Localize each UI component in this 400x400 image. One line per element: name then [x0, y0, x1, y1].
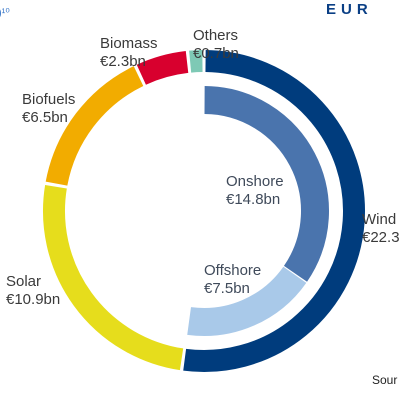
label-biofuels: Biofuels	[22, 91, 75, 108]
label-others: Others	[193, 27, 238, 44]
brand-wordmark: EUR	[326, 1, 373, 18]
outer-ring	[43, 50, 365, 372]
slice-biofuels	[45, 66, 144, 186]
inner-ring	[187, 86, 329, 336]
slice-labels: Wind€22.3 Solar€10.9bn Biofuels€6.5bn Bioma…	[6, 27, 400, 308]
slice-offshore	[187, 266, 307, 336]
value-label-biomass: €2.3bn	[100, 53, 146, 70]
value-label-wind: €22.3	[362, 229, 400, 246]
label-onshore: Onshore	[226, 173, 284, 190]
label-offshore: Offshore	[204, 262, 261, 279]
slice-others	[189, 50, 203, 73]
label-solar: Solar	[6, 273, 41, 290]
slice-solar	[43, 184, 184, 371]
label-biomass: Biomass	[100, 35, 158, 52]
slice-biomass	[136, 51, 189, 85]
header-corner-fragment: )¹⁰	[0, 7, 10, 19]
label-wind: Wind	[362, 211, 396, 228]
value-label-others: €0.7bn	[193, 45, 239, 62]
slice-onshore	[204, 86, 329, 282]
value-label-offshore: €7.5bn	[204, 280, 250, 297]
source-note: Sour	[372, 373, 397, 387]
value-label-onshore: €14.8bn	[226, 191, 280, 208]
value-label-biofuels: €6.5bn	[22, 109, 68, 126]
value-label-solar: €10.9bn	[6, 291, 60, 308]
slice-wind	[183, 50, 365, 372]
